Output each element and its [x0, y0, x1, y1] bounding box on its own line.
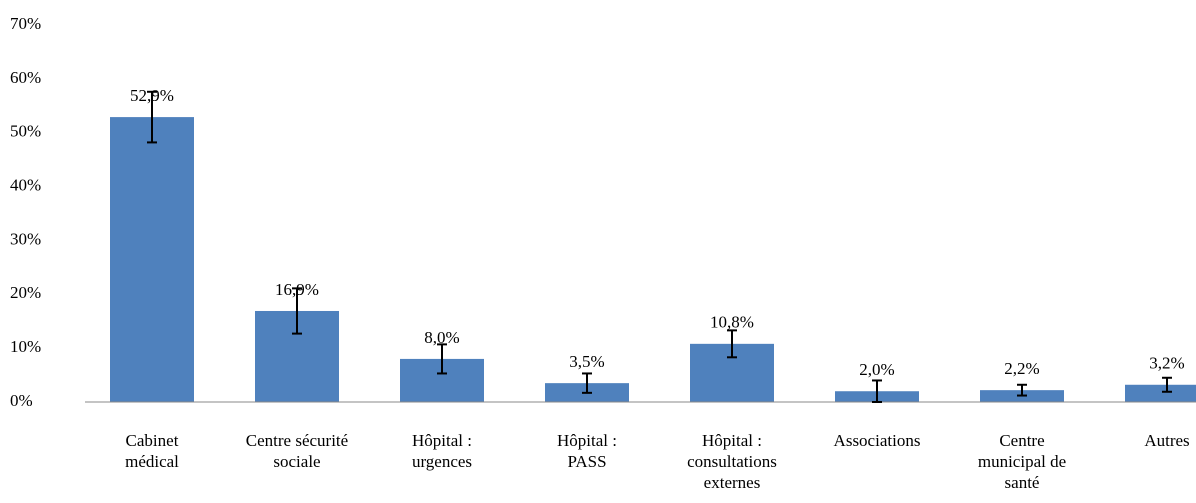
error-bar [292, 287, 302, 335]
x-tick-label: Hôpital : consultations externes [687, 431, 777, 492]
x-tick-label: Autres [1144, 431, 1189, 450]
x-tick-label: Centre municipal de santé [978, 431, 1066, 492]
error-bar [1017, 383, 1027, 397]
y-tick-label: 50% [10, 122, 41, 141]
y-tick-label: 10% [10, 337, 41, 356]
value-label: 3,2% [1149, 354, 1184, 373]
error-bar [582, 372, 592, 394]
y-tick-label: 70% [10, 14, 41, 33]
error-bar [437, 343, 447, 375]
error-bar [727, 329, 737, 359]
x-tick-label: Hôpital : urgences [412, 431, 472, 471]
error-bar [1162, 376, 1172, 393]
y-tick-label: 0% [10, 391, 33, 410]
value-label: 2,0% [859, 360, 894, 379]
value-label: 3,5% [569, 352, 604, 371]
error-bar [147, 90, 157, 144]
bar [110, 117, 194, 403]
error-bar [872, 379, 882, 403]
y-tick-label: 60% [10, 68, 41, 87]
x-tick-label: Hôpital : PASS [557, 431, 617, 471]
value-label: 10,8% [710, 313, 754, 332]
value-label: 2,2% [1004, 359, 1039, 378]
bar [1125, 384, 1196, 402]
value-label: 8,0% [424, 328, 459, 347]
x-tick-label: Associations [834, 431, 921, 450]
y-tick-label: 30% [10, 229, 41, 248]
y-tick-label: 20% [10, 283, 41, 302]
x-tick-label: Cabinet médical [125, 431, 179, 471]
x-tick-label: Centre sécurité sociale [246, 431, 348, 471]
y-tick-label: 40% [10, 175, 41, 194]
